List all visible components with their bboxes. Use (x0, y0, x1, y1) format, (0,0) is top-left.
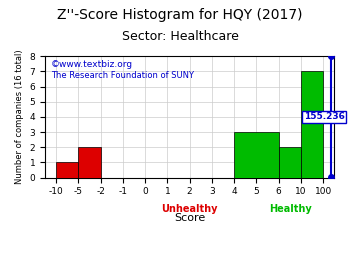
Bar (78, 147, 101, 178)
Text: The Research Foundation of SUNY: The Research Foundation of SUNY (51, 71, 194, 80)
Bar (234, 132, 279, 178)
Text: Sector: Healthcare: Sector: Healthcare (122, 30, 238, 43)
Bar (279, 147, 301, 178)
X-axis label: Score: Score (174, 213, 205, 223)
Text: Z''-Score Histogram for HQY (2017): Z''-Score Histogram for HQY (2017) (57, 8, 303, 22)
Text: ©www.textbiz.org: ©www.textbiz.org (51, 60, 133, 69)
Text: 155.236: 155.236 (304, 113, 345, 122)
Text: Unhealthy: Unhealthy (161, 204, 218, 214)
Bar (56, 163, 78, 178)
Bar (301, 72, 323, 178)
Text: Healthy: Healthy (270, 204, 312, 214)
Y-axis label: Number of companies (16 total): Number of companies (16 total) (15, 50, 24, 184)
